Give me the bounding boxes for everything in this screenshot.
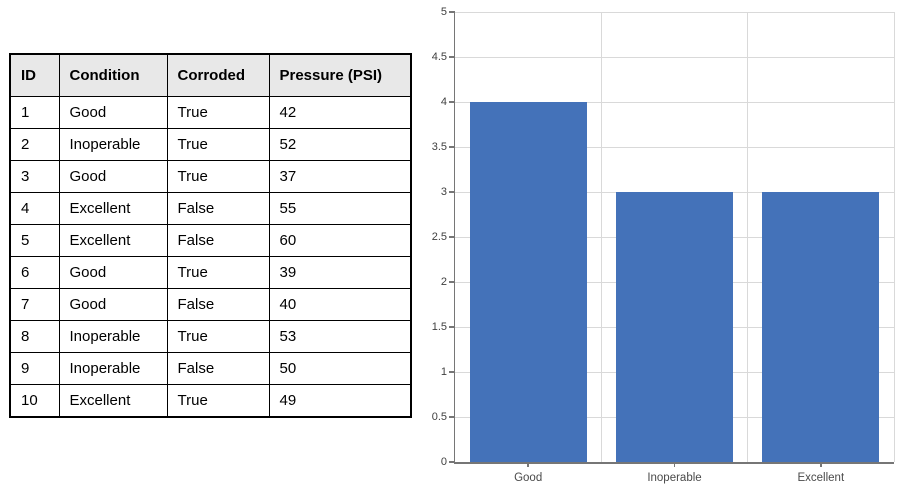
- y-axis-tick: [449, 101, 455, 103]
- y-axis-label: 2.5: [431, 231, 447, 243]
- y-axis-label: 3: [440, 186, 447, 198]
- table-cell: 60: [268, 224, 412, 257]
- y-axis-tick: [449, 416, 455, 418]
- gridline-h: [455, 101, 894, 103]
- table-cell: 50: [268, 352, 412, 385]
- table-cell: 8: [9, 320, 60, 353]
- y-axis-label: 3.5: [431, 141, 447, 153]
- table-body: 1 Good True 42 2 Inoperable True 52 3 Good True 37 4…: [9, 96, 412, 418]
- table-cell: True: [166, 384, 270, 418]
- y-axis-tick: [449, 281, 455, 283]
- table-cell: True: [166, 96, 270, 129]
- table-cell: 52: [268, 128, 412, 161]
- table-cell: Inoperable: [58, 320, 168, 353]
- table-cell: Excellent: [58, 192, 168, 225]
- x-axis-tick: [673, 462, 676, 467]
- table-cell: 5: [9, 224, 60, 257]
- y-axis-label: 2: [440, 276, 447, 288]
- x-axis-label: Excellent: [797, 472, 845, 484]
- y-axis-label: 0: [440, 456, 447, 468]
- y-axis-label: 1: [440, 366, 447, 378]
- gridline-h: [455, 11, 894, 13]
- y-axis-label: 1.5: [431, 321, 447, 333]
- gridline-v: [600, 12, 602, 462]
- table-row: 5 Excellent False 60: [9, 224, 412, 257]
- table-cell: 2: [9, 128, 60, 161]
- y-axis-tick: [449, 11, 455, 13]
- y-axis-tick: [449, 191, 455, 193]
- y-axis-label: 4.5: [431, 51, 447, 63]
- y-axis-tick: [449, 146, 455, 148]
- y-axis-line: [453, 12, 455, 464]
- table-cell: 42: [268, 96, 412, 129]
- y-axis-label: 5: [440, 6, 447, 18]
- y-axis-tick: [449, 326, 455, 328]
- table-cell: False: [166, 224, 270, 257]
- gridline-h: [455, 146, 894, 148]
- table-cell: 3: [9, 160, 60, 193]
- table-cell: 4: [9, 192, 60, 225]
- table-cell: True: [166, 160, 270, 193]
- bar-inoperable: [616, 192, 733, 462]
- table-cell: 6: [9, 256, 60, 289]
- column-header-pressure: Pressure (PSI): [268, 53, 412, 97]
- y-axis-tick: [449, 56, 455, 58]
- table-row: 7 Good False 40: [9, 288, 412, 321]
- table-cell: False: [166, 288, 270, 321]
- x-axis-tick: [527, 462, 529, 467]
- table-row: 1 Good True 42: [9, 96, 412, 129]
- table-cell: Good: [58, 160, 168, 193]
- table-cell: Inoperable: [58, 352, 168, 385]
- gridline-v: [747, 12, 749, 462]
- x-axis-line: [453, 462, 894, 464]
- y-axis-label: 0.5: [431, 411, 447, 423]
- table-row: 8 Inoperable True 53: [9, 320, 412, 353]
- table-cell: Good: [58, 288, 168, 321]
- x-axis-tick: [820, 462, 822, 467]
- y-axis-tick: [449, 236, 455, 238]
- table-cell: 37: [268, 160, 412, 193]
- table-cell: False: [166, 352, 270, 385]
- x-axis-label: Good: [514, 472, 543, 484]
- table-cell: 49: [268, 384, 412, 418]
- y-axis-label: 4: [440, 96, 447, 108]
- table-cell: 40: [268, 288, 412, 321]
- y-axis-tick: [449, 461, 455, 463]
- table-cell: Excellent: [58, 384, 168, 418]
- table-row: 9 Inoperable False 50: [9, 352, 412, 385]
- data-table: ID Condition Corroded Pressure (PSI) 1 Go…: [9, 53, 412, 418]
- gridline-v: [893, 12, 895, 462]
- table-row: 10 Excellent True 49: [9, 384, 412, 418]
- table-cell: Good: [58, 256, 168, 289]
- bar-excellent: [762, 192, 880, 462]
- bar-good: [469, 102, 587, 462]
- y-axis-tick: [449, 371, 455, 373]
- table-cell: True: [166, 256, 270, 289]
- table-row: 3 Good True 37: [9, 160, 412, 193]
- gridline-h: [455, 56, 894, 58]
- table-row: 6 Good True 39: [9, 256, 412, 289]
- table-cell: True: [166, 128, 270, 161]
- table-header-row: ID Condition Corroded Pressure (PSI): [9, 53, 412, 97]
- table-cell: 53: [268, 320, 412, 353]
- table-cell: 39: [268, 256, 412, 289]
- x-axis-label: Inoperable: [647, 472, 702, 484]
- table-cell: 7: [9, 288, 60, 321]
- table-cell: True: [166, 320, 270, 353]
- table-cell: Good: [58, 96, 168, 129]
